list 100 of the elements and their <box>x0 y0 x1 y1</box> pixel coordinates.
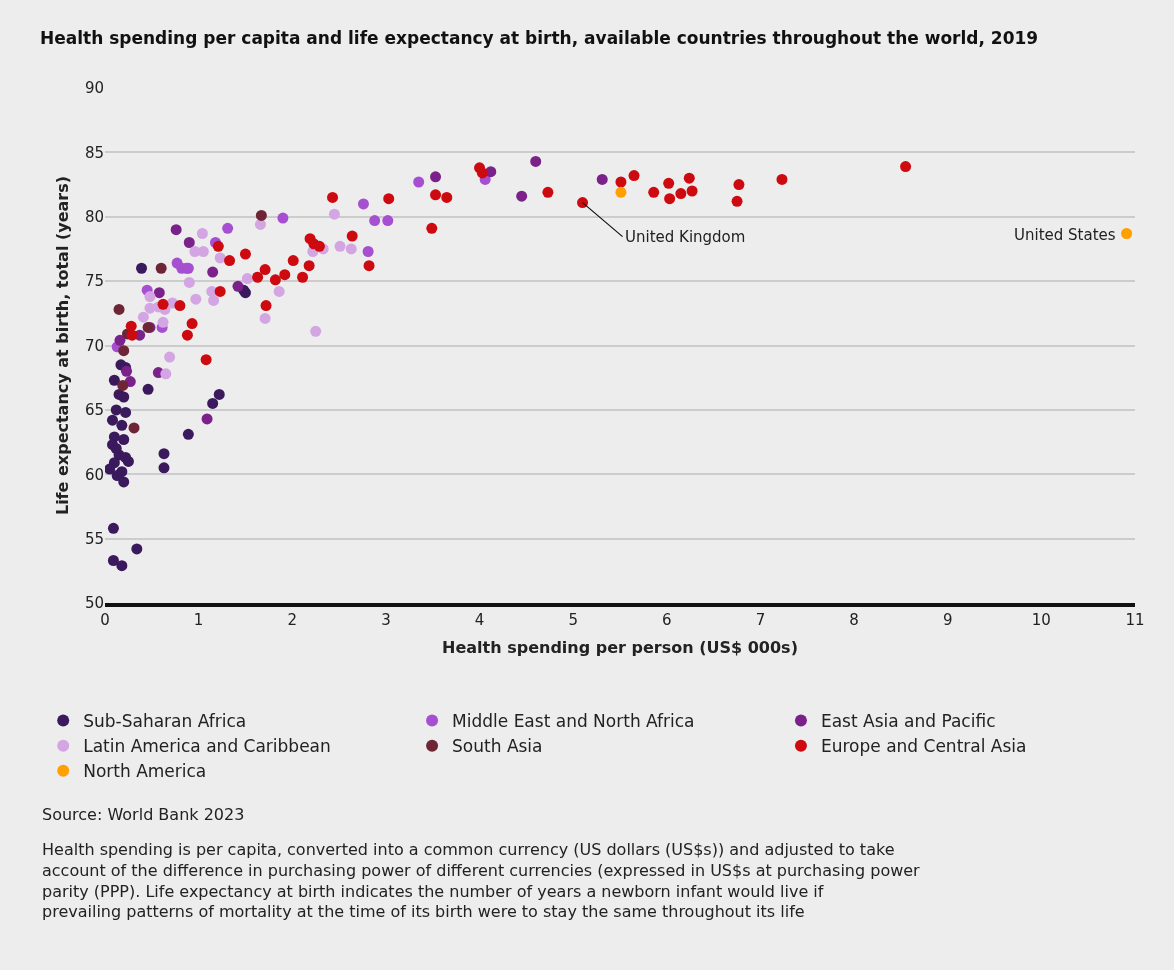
point <box>255 209 267 221</box>
point <box>733 179 745 191</box>
point <box>116 419 128 431</box>
point <box>476 167 488 179</box>
y-tick-label: 85 <box>84 143 104 162</box>
point <box>542 186 554 198</box>
point <box>327 191 339 203</box>
point <box>297 271 309 283</box>
point <box>126 329 138 341</box>
point <box>157 316 169 328</box>
point <box>683 172 695 184</box>
y-tick-label: 65 <box>84 401 104 420</box>
point <box>207 397 219 409</box>
legend-label: South Asia <box>452 736 543 757</box>
y-tick-label: 50 <box>84 594 104 613</box>
point <box>201 413 213 425</box>
point <box>120 406 132 418</box>
point <box>731 195 743 207</box>
point <box>664 193 676 205</box>
point <box>137 311 149 323</box>
y-tick-label: 70 <box>84 336 104 355</box>
y-tick-label: 80 <box>84 208 104 226</box>
point <box>345 243 357 255</box>
point <box>105 463 116 475</box>
point <box>155 262 167 274</box>
point <box>118 433 130 445</box>
point <box>1121 227 1133 239</box>
point <box>158 462 170 474</box>
point <box>430 171 442 183</box>
point <box>200 354 212 366</box>
x-tick-label: 2 <box>287 611 298 629</box>
point <box>213 388 225 400</box>
x-tick-label: 7 <box>755 611 766 629</box>
x-tick-label: 3 <box>381 611 391 629</box>
point <box>273 285 285 297</box>
point <box>113 303 125 315</box>
y-tick-label: 90 <box>84 79 104 98</box>
x-tick-label: 6 <box>662 611 672 629</box>
source-note: Source: World Bank 2023 <box>42 805 245 824</box>
y-tick-label: 60 <box>84 465 104 484</box>
point <box>157 298 169 310</box>
point <box>663 177 675 189</box>
point <box>118 476 130 488</box>
point <box>615 186 627 198</box>
point <box>160 368 172 380</box>
point <box>413 176 425 188</box>
y-tick-label: 55 <box>84 529 104 548</box>
chart-title: Health spending per capita and life expectancy at birth, available countries throughout the world, 2019 <box>40 27 1039 48</box>
point <box>648 186 660 198</box>
point <box>577 197 589 209</box>
legend-label: Sub-Saharan Africa <box>83 711 247 732</box>
point <box>186 318 198 330</box>
point <box>628 170 640 182</box>
point <box>214 285 226 297</box>
point <box>279 269 291 281</box>
point <box>131 543 143 555</box>
point <box>382 215 394 227</box>
point <box>107 522 119 534</box>
point <box>232 280 244 292</box>
point <box>259 264 271 276</box>
point <box>516 190 528 202</box>
point <box>174 300 186 312</box>
point <box>117 379 129 391</box>
point <box>383 193 395 205</box>
legend-label: Europe and Central Asia <box>820 736 1027 757</box>
annotation: United States <box>1014 226 1116 244</box>
x-tick-label: 0 <box>100 611 110 629</box>
point <box>222 222 234 234</box>
point <box>196 227 208 239</box>
point <box>114 334 126 346</box>
point <box>208 294 220 306</box>
point <box>252 271 264 283</box>
legend-label: Latin America and Caribbean <box>83 736 331 757</box>
point <box>128 422 140 434</box>
point <box>303 260 315 272</box>
point <box>181 329 193 341</box>
x-tick-label: 11 <box>1125 611 1145 629</box>
point <box>144 291 156 303</box>
x-axis-title: Health spending per person (US$ 000s) <box>442 638 798 658</box>
point <box>310 325 322 337</box>
point <box>346 230 358 242</box>
legend-label: North America <box>83 761 207 782</box>
point <box>241 273 253 285</box>
point <box>675 188 687 200</box>
x-tick-label: 5 <box>568 611 578 629</box>
x-tick-label: 10 <box>1031 611 1051 629</box>
x-tick-label: 1 <box>193 611 204 629</box>
point <box>357 198 369 210</box>
point <box>363 260 375 272</box>
point <box>182 428 194 440</box>
point <box>116 560 128 572</box>
point <box>164 351 176 363</box>
y-tick-label: 75 <box>84 272 104 291</box>
point <box>369 215 381 227</box>
x-tick-label: 9 <box>942 611 953 629</box>
point <box>110 404 122 416</box>
point <box>170 224 182 236</box>
point <box>259 312 271 324</box>
point <box>136 262 148 274</box>
point <box>121 365 133 377</box>
